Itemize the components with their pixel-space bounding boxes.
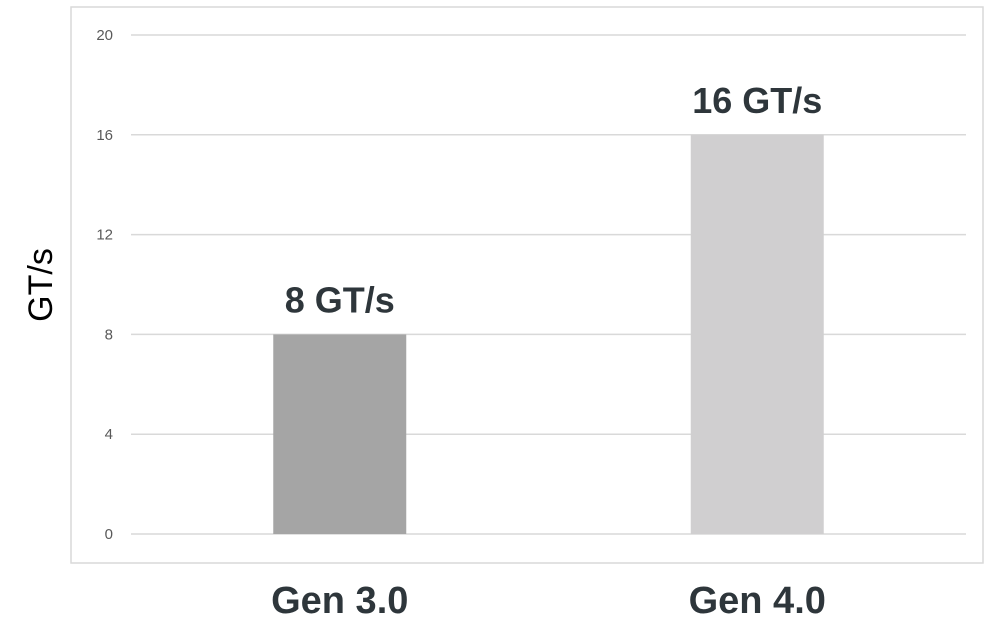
y-tick-label-8: 8 (105, 326, 113, 343)
data-label-1: 16 GT/s (692, 80, 822, 121)
y-tick-label-4: 4 (105, 426, 113, 443)
bar-gen-3-0 (273, 334, 407, 534)
y-tick-label-0: 0 (105, 526, 113, 543)
y-tick-label-20: 20 (96, 27, 113, 44)
y-axis-ticks: 0 4 8 12 16 20 (96, 27, 113, 543)
gridlines (131, 34, 966, 535)
y-axis-title: GT/s (22, 248, 60, 322)
y-tick-label-16: 16 (96, 127, 113, 144)
data-label-0: 8 GT/s (285, 279, 395, 320)
x-category-label-0: Gen 3.0 (271, 580, 408, 619)
plot-area-frame (70, 6, 984, 564)
x-axis-categories: Gen 3.0 Gen 4.0 (271, 580, 826, 619)
x-category-label-1: Gen 4.0 (689, 580, 826, 619)
bar-gen-4-0 (690, 134, 824, 535)
bars (273, 134, 824, 535)
y-tick-label-12: 12 (96, 227, 113, 244)
data-labels: 8 GT/s 16 GT/s (285, 80, 823, 321)
